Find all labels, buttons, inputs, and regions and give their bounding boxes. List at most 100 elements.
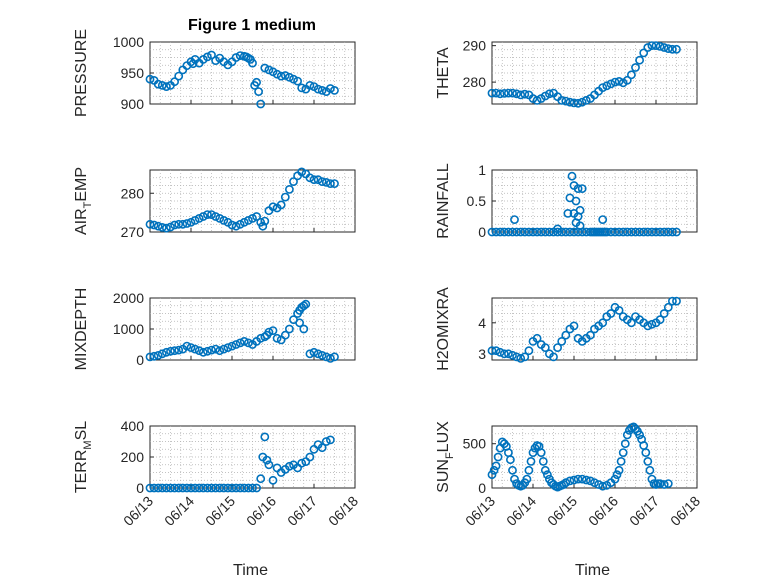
data-point (532, 333, 542, 343)
data-point (516, 227, 526, 237)
data-point (663, 479, 673, 488)
data-point (313, 349, 323, 359)
data-point (211, 344, 220, 354)
data-point (252, 212, 261, 221)
data-point (577, 184, 587, 193)
data-point (655, 315, 665, 325)
subplot-4: 0 0.5 1 RAINFALL (435, 162, 698, 240)
data-point (491, 88, 501, 98)
data-point (161, 483, 171, 493)
data-point (149, 220, 159, 230)
data-point (223, 343, 233, 352)
data-point (659, 43, 669, 52)
data-point (520, 89, 530, 99)
data-point (612, 470, 622, 480)
data-point (594, 480, 603, 489)
data-point (647, 474, 657, 484)
y-tick-label: 4 (478, 315, 486, 331)
data-point (284, 324, 294, 334)
data-point (219, 215, 229, 225)
data-point (178, 219, 188, 229)
y-axis-label: RAINFALL (435, 163, 452, 239)
data-point (289, 177, 298, 186)
data-point (622, 430, 632, 440)
data-point (202, 483, 212, 493)
data-point (293, 76, 302, 86)
data-point (309, 347, 319, 357)
subplot-6: 3 4 H2OMIXRA (435, 287, 698, 371)
data-point (174, 219, 184, 229)
data-point (321, 352, 331, 362)
data-point (182, 219, 192, 228)
y-tick-label: 280 (463, 74, 487, 90)
data-point (149, 351, 159, 361)
data-point (528, 94, 538, 103)
data-point (157, 483, 167, 493)
data-point (528, 448, 538, 457)
y-tick-label: 1 (478, 162, 486, 178)
data-point (174, 483, 184, 493)
data-point (256, 474, 266, 484)
y-axis-label: PRESSURE (73, 29, 90, 117)
data-point (672, 227, 681, 237)
data-point (618, 448, 628, 457)
data-point (491, 461, 501, 471)
data-point (643, 456, 653, 466)
data-point (219, 483, 229, 493)
data-point (299, 324, 309, 334)
data-point (545, 227, 554, 237)
data-point (186, 343, 196, 352)
y-tick-label: 200 (121, 449, 145, 465)
data-point (262, 455, 272, 465)
data-point (211, 483, 220, 493)
data-point (522, 474, 532, 484)
data-point (586, 330, 595, 340)
data-point (524, 465, 534, 475)
data-point (503, 227, 513, 237)
data-point (565, 97, 575, 107)
data-point (157, 81, 167, 90)
x-axis-label: Time (575, 562, 610, 579)
data-point (305, 81, 315, 90)
data-point (170, 220, 179, 230)
y-tick-label: 280 (121, 185, 145, 201)
data-point (330, 352, 339, 362)
data-point (495, 89, 505, 99)
y-tick-label: 3 (478, 346, 486, 362)
data-point (325, 179, 335, 188)
data-point (598, 215, 608, 224)
data-point (202, 210, 212, 219)
data-point (512, 89, 521, 99)
data-point (268, 202, 278, 212)
y-tick-label: 290 (463, 38, 487, 54)
data-point (330, 86, 339, 95)
data-point (561, 330, 571, 340)
data-point (647, 319, 657, 329)
data-point (495, 347, 505, 357)
data-point (145, 483, 155, 493)
data-point (643, 43, 653, 52)
series-markers (487, 41, 681, 108)
data-point (190, 483, 200, 493)
y-tick-label: 0 (478, 224, 486, 240)
data-point (557, 96, 567, 105)
data-point (569, 98, 579, 108)
y-axis-label: H2OMIXRA (435, 287, 452, 371)
data-point (182, 341, 192, 351)
data-point (211, 212, 220, 221)
y-tick-label: 400 (121, 418, 145, 434)
data-point (231, 53, 241, 62)
data-point (223, 483, 233, 493)
data-point (194, 483, 204, 493)
data-point (166, 346, 175, 356)
data-point (178, 483, 188, 493)
data-point (145, 74, 155, 84)
data-point (540, 465, 550, 475)
data-point (635, 227, 644, 237)
data-point (606, 79, 616, 89)
data-point (663, 44, 673, 53)
data-point (622, 75, 632, 85)
data-point (190, 344, 200, 354)
y-axis-label: THETA (435, 47, 452, 99)
